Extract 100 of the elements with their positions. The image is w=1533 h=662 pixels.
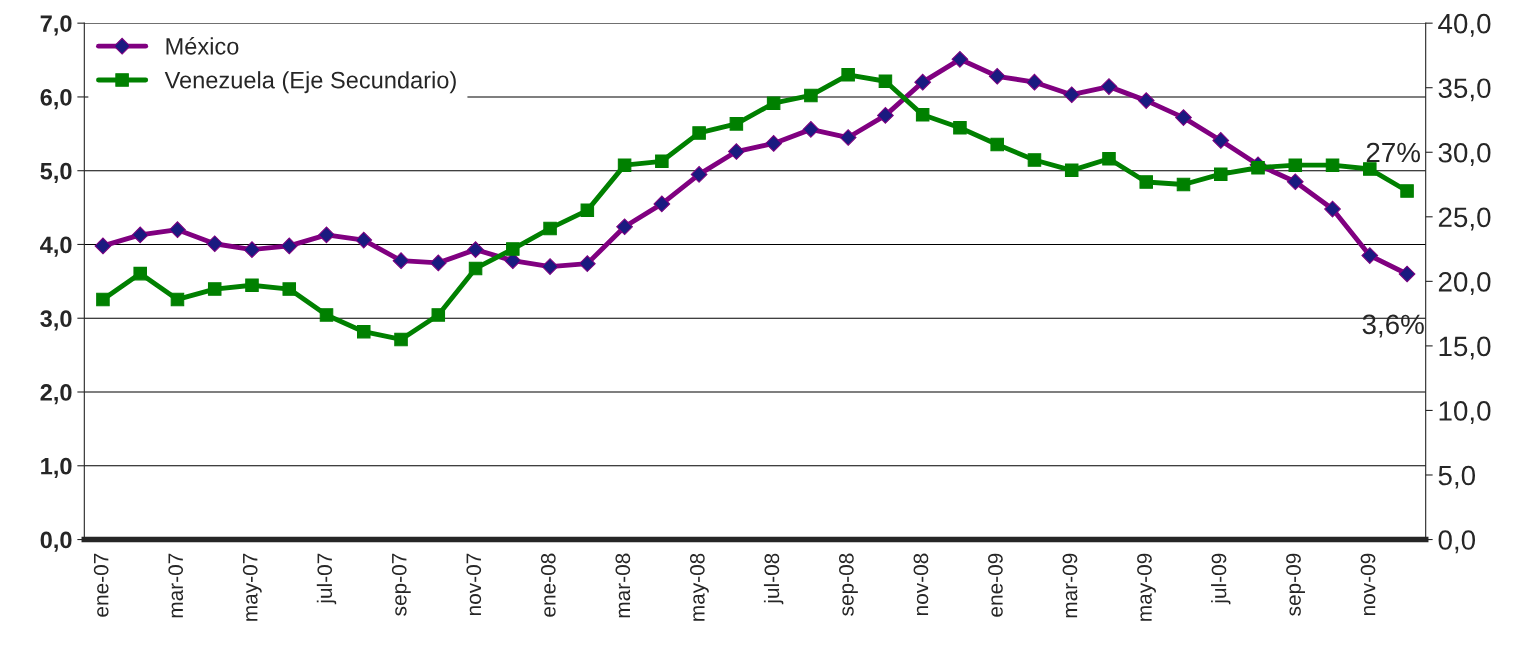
point: [468, 261, 483, 276]
point: [1400, 184, 1414, 198]
point: [914, 73, 932, 91]
point: [1139, 175, 1154, 189]
y-tick-label: 5,0: [40, 162, 72, 183]
point: [1175, 109, 1192, 126]
x-tick-label: nov-07: [466, 553, 482, 616]
point: [541, 258, 559, 275]
x-tick-label: mar-07: [168, 553, 184, 618]
x-tick-label: jul-08: [763, 553, 784, 605]
point: [578, 255, 596, 273]
point: [355, 231, 373, 249]
point: [131, 226, 149, 244]
point: [839, 129, 857, 146]
point: [804, 88, 818, 103]
annotation: 27%: [1366, 142, 1420, 163]
point: [690, 166, 708, 183]
x-tick-label: sep-08: [838, 553, 858, 616]
point: [655, 154, 669, 169]
x-tick-label: jul-09: [1211, 553, 1231, 605]
point: [245, 278, 259, 292]
point: [394, 332, 408, 347]
x-tick-label: sep-09: [1286, 553, 1305, 616]
y-tick-label: 1,0: [41, 457, 72, 478]
y-tick-label: 0,0: [40, 531, 72, 552]
point: [1212, 132, 1230, 149]
y2-tick-label: 25,0: [1438, 207, 1491, 231]
point: [580, 203, 595, 218]
point: [1286, 173, 1304, 191]
point: [692, 126, 706, 140]
point: [877, 107, 894, 124]
x-tick-label: sep-07: [391, 553, 411, 616]
point: [1064, 163, 1079, 178]
point: [1213, 167, 1228, 181]
point: [990, 137, 1004, 152]
point: [653, 195, 671, 213]
point: [1361, 247, 1379, 264]
y2-tick-label: 15,0: [1439, 336, 1491, 360]
point: [1251, 160, 1265, 175]
point: [357, 324, 371, 339]
y-tick-label: 7,0: [40, 15, 72, 36]
x-tick-label: mar-08: [615, 553, 631, 618]
point: [431, 308, 446, 322]
x-tick-label: nov-09: [1360, 553, 1376, 616]
point: [728, 143, 745, 160]
point: [506, 242, 520, 256]
point: [953, 120, 967, 135]
point: [206, 235, 224, 253]
x-tick-label: jul-07: [316, 553, 337, 605]
annotation: 3,6%: [1362, 314, 1424, 338]
point: [543, 221, 557, 236]
point: [616, 218, 633, 236]
point: [1176, 177, 1191, 192]
point: [282, 282, 297, 296]
point: [915, 108, 930, 122]
point: [766, 96, 781, 110]
point: [392, 252, 410, 270]
y2-tick-label: 35,0: [1438, 78, 1491, 102]
point: [878, 74, 893, 89]
point: [1325, 158, 1340, 172]
point: [1137, 92, 1155, 109]
point: [1063, 86, 1081, 104]
point: [1288, 158, 1303, 172]
point: [1027, 153, 1042, 167]
point: [133, 266, 147, 281]
point: [1100, 78, 1118, 95]
point: [1324, 200, 1341, 218]
point: [96, 292, 110, 307]
y2-tick-label: 10,0: [1439, 401, 1491, 425]
point: [280, 237, 298, 255]
point: [841, 68, 855, 82]
point: [170, 292, 185, 307]
point: [951, 50, 969, 68]
legend-label: Venezuela (Eje Secundario): [164, 71, 456, 94]
legend-label: México: [166, 37, 239, 55]
point: [1363, 162, 1377, 176]
x-tick-label: nov-08: [913, 553, 929, 616]
y-tick-label: 6,0: [40, 89, 72, 110]
y2-tick-label: 30,0: [1438, 142, 1491, 166]
x-tick-label: may-07: [242, 553, 262, 621]
point: [243, 241, 261, 259]
y2-tick-label: 0,0: [1438, 530, 1476, 554]
x-tick-label: may-09: [1137, 553, 1156, 621]
point: [1398, 265, 1416, 283]
y-tick-label: 4,0: [40, 236, 72, 257]
x-tick-label: ene-07: [93, 553, 109, 617]
point: [429, 254, 447, 272]
point: [802, 121, 820, 138]
y-tick-label: 3,0: [40, 310, 72, 331]
point: [318, 226, 335, 244]
x-tick-label: mar-09: [1062, 553, 1078, 618]
point: [94, 237, 112, 255]
point: [988, 67, 1006, 85]
y2-tick-label: 20,0: [1438, 272, 1491, 295]
y-tick-label: 2,0: [40, 384, 72, 405]
point: [319, 308, 334, 322]
point: [729, 117, 744, 131]
point: [207, 282, 222, 296]
x-tick-label: may-08: [689, 553, 709, 621]
point: [1026, 73, 1043, 91]
